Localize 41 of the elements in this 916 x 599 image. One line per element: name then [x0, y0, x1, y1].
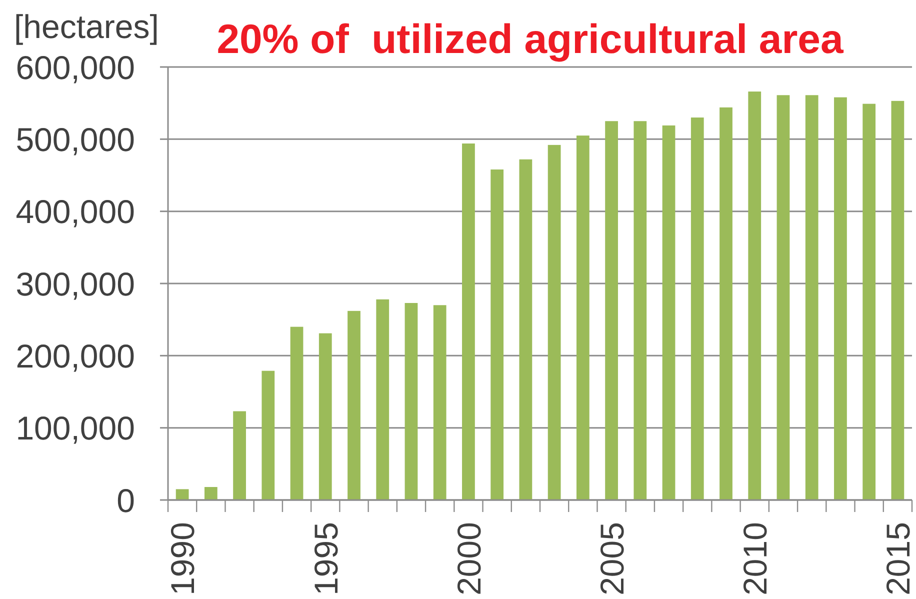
y-tick-label: 300,000	[16, 265, 135, 302]
x-tick-label: 2010	[736, 522, 774, 596]
bar	[634, 121, 647, 500]
x-tick-label: 2000	[450, 522, 488, 596]
bar	[862, 104, 876, 500]
x-tick-label: 1995	[307, 522, 344, 596]
bar	[662, 125, 676, 500]
bar	[891, 100, 904, 500]
bar	[576, 136, 590, 500]
y-tick-label: 100,000	[16, 410, 135, 447]
bar	[348, 310, 360, 500]
y-tick-label: 0	[116, 482, 135, 519]
bar	[805, 95, 818, 500]
bar	[404, 302, 418, 500]
x-tick-label: 1990	[164, 522, 202, 596]
bar	[204, 487, 218, 500]
x-tick-label: 2005	[593, 522, 630, 596]
bar	[318, 333, 332, 500]
bar	[462, 143, 475, 500]
bar	[233, 411, 246, 500]
bar	[519, 159, 532, 500]
bar	[490, 169, 504, 500]
bar	[776, 95, 790, 500]
y-axis-title: [hectares]	[14, 8, 159, 45]
bar	[176, 489, 189, 500]
bar	[834, 97, 847, 500]
bar	[376, 299, 390, 500]
bar	[290, 326, 304, 500]
bar	[605, 121, 618, 500]
y-tick-label: 200,000	[16, 338, 135, 375]
bar	[548, 144, 561, 500]
x-tick-label: 2015	[880, 522, 916, 596]
y-tick-label: 500,000	[16, 121, 135, 158]
bar	[433, 305, 446, 500]
y-tick-label: 600,000	[16, 48, 135, 86]
bar	[748, 92, 762, 500]
chart-title: 20% of utilized agricultural area	[216, 16, 844, 62]
bar	[690, 118, 704, 500]
bar	[262, 370, 275, 500]
y-tick-label: 400,000	[16, 193, 135, 230]
bar	[720, 107, 732, 500]
